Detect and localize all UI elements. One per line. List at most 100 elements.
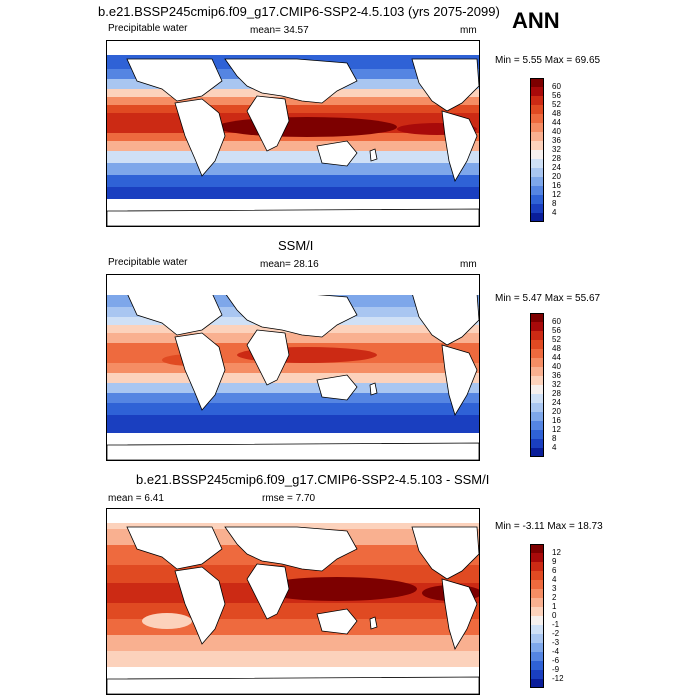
panel3-title: b.e21.BSSP245cmip6.f09_g17.CMIP6-SSP2-4.…	[136, 472, 490, 487]
colorbar-tick-label: 16	[552, 181, 561, 190]
colorbar-tick-label: 20	[552, 407, 561, 416]
colorbar-cell	[530, 204, 544, 213]
panel1-map	[106, 40, 480, 227]
colorbar-cell	[530, 195, 544, 204]
colorbar-cell	[530, 78, 544, 87]
colorbar-cell	[530, 634, 544, 643]
colorbar-cell	[530, 448, 544, 457]
panel2-units-label: mm	[460, 259, 477, 270]
colorbar-frame	[530, 544, 544, 688]
colorbar-cell	[530, 186, 544, 195]
colorbar-cell	[530, 430, 544, 439]
colorbar-cell	[530, 177, 544, 186]
colorbar-tick-label: -1	[552, 620, 560, 629]
colorbar-tick-label: 32	[552, 145, 561, 154]
colorbar-cell	[530, 589, 544, 598]
colorbar-cell	[530, 385, 544, 394]
colorbar-tick-label: 12	[552, 190, 561, 199]
colorbar-cell	[530, 132, 544, 141]
colorbar-tick-label: 32	[552, 380, 561, 389]
colorbar-tick-label: 4	[552, 443, 557, 452]
colorbar-tick-label: -2	[552, 629, 560, 638]
colorbar-tick-label: 60	[552, 317, 561, 326]
colorbar-cell	[530, 313, 544, 322]
colorbar-tick-label: -3	[552, 638, 560, 647]
colorbar-cell	[530, 394, 544, 403]
panel3-rmse-label: rmse = 7.70	[262, 493, 316, 504]
colorbar-tick-label: 60	[552, 82, 561, 91]
colorbar-tick-label: 1	[552, 602, 557, 611]
colorbar-cell	[530, 616, 544, 625]
colorbar-tick-label: 4	[552, 208, 557, 217]
panel2-mean-label: mean= 28.16	[260, 259, 319, 270]
colorbar-cell	[530, 114, 544, 123]
colorbar-cell	[530, 159, 544, 168]
colorbar-tick-label: 0	[552, 611, 557, 620]
colorbar-tick-label: 36	[552, 371, 561, 380]
colorbar-cell	[530, 358, 544, 367]
colorbar-cell	[530, 580, 544, 589]
colorbar-cell	[530, 349, 544, 358]
colorbar-tick-label: 40	[552, 362, 561, 371]
colorbar-tick-label: 24	[552, 398, 561, 407]
colorbar-tick-label: 16	[552, 416, 561, 425]
panel3-mean-label: mean = 6.41	[108, 493, 164, 504]
colorbar-tick-label: 44	[552, 353, 561, 362]
colorbar-tick-label: -6	[552, 656, 560, 665]
colorbar-cell	[530, 661, 544, 670]
colorbar-tick-label: 44	[552, 118, 561, 127]
colorbar-tick-label: 52	[552, 100, 561, 109]
colorbar-tick-label: 40	[552, 127, 561, 136]
colorbar-cell	[530, 168, 544, 177]
panel1-variable-label: Precipitable water	[108, 23, 188, 34]
colorbar-cell	[530, 340, 544, 349]
colorbar-cell	[530, 652, 544, 661]
colorbar-cell	[530, 123, 544, 132]
panel2-map	[106, 274, 480, 461]
colorbar-cell	[530, 331, 544, 340]
colorbar-cell	[530, 571, 544, 580]
colorbar-tick-label: 24	[552, 163, 561, 172]
colorbar-cell	[530, 553, 544, 562]
colorbar-cell	[530, 213, 544, 222]
colorbar-tick-label: 36	[552, 136, 561, 145]
panel2-title: SSM/I	[278, 238, 314, 253]
colorbar-cell	[530, 403, 544, 412]
colorbar-tick-label: 8	[552, 434, 557, 443]
colorbar-tick-label: 20	[552, 172, 561, 181]
colorbar-cell	[530, 322, 544, 331]
colorbar-tick-label: 6	[552, 566, 557, 575]
colorbar-cell	[530, 544, 544, 553]
panel1-minmax: Min = 5.55 Max = 69.65	[495, 55, 601, 66]
colorbar-frame	[530, 313, 544, 457]
colorbar-cell	[530, 87, 544, 96]
panel1-title: b.e21.BSSP245cmip6.f09_g17.CMIP6-SSP2-4.…	[98, 4, 500, 19]
colorbar-cell	[530, 105, 544, 114]
colorbar-tick-label: -4	[552, 647, 560, 656]
panel1-units-label: mm	[460, 25, 477, 36]
colorbar-tick-label: 48	[552, 109, 561, 118]
colorbar-tick-label: -12	[552, 674, 564, 683]
panel3-minmax: Min = -3.11 Max = 18.73	[495, 521, 603, 532]
colorbar-tick-label: 28	[552, 389, 561, 398]
colorbar-tick-label: 2	[552, 593, 557, 602]
colorbar-tick-label: 28	[552, 154, 561, 163]
colorbar-tick-label: 56	[552, 326, 561, 335]
season-label: ANN	[512, 8, 560, 33]
colorbar-cell	[530, 439, 544, 448]
colorbar-tick-label: 9	[552, 557, 557, 566]
colorbar-cell	[530, 643, 544, 652]
colorbar-cell	[530, 150, 544, 159]
colorbar-cell	[530, 562, 544, 571]
colorbar-tick-label: 56	[552, 91, 561, 100]
colorbar-tick-label: -9	[552, 665, 560, 674]
colorbar-tick-label: 12	[552, 425, 561, 434]
panel2-variable-label: Precipitable water	[108, 257, 188, 268]
colorbar-cell	[530, 376, 544, 385]
colorbar-tick-label: 12	[552, 548, 561, 557]
colorbar-cell	[530, 421, 544, 430]
colorbar-cell	[530, 625, 544, 634]
colorbar-cell	[530, 670, 544, 679]
colorbar-cell	[530, 96, 544, 105]
colorbar-cell	[530, 141, 544, 150]
